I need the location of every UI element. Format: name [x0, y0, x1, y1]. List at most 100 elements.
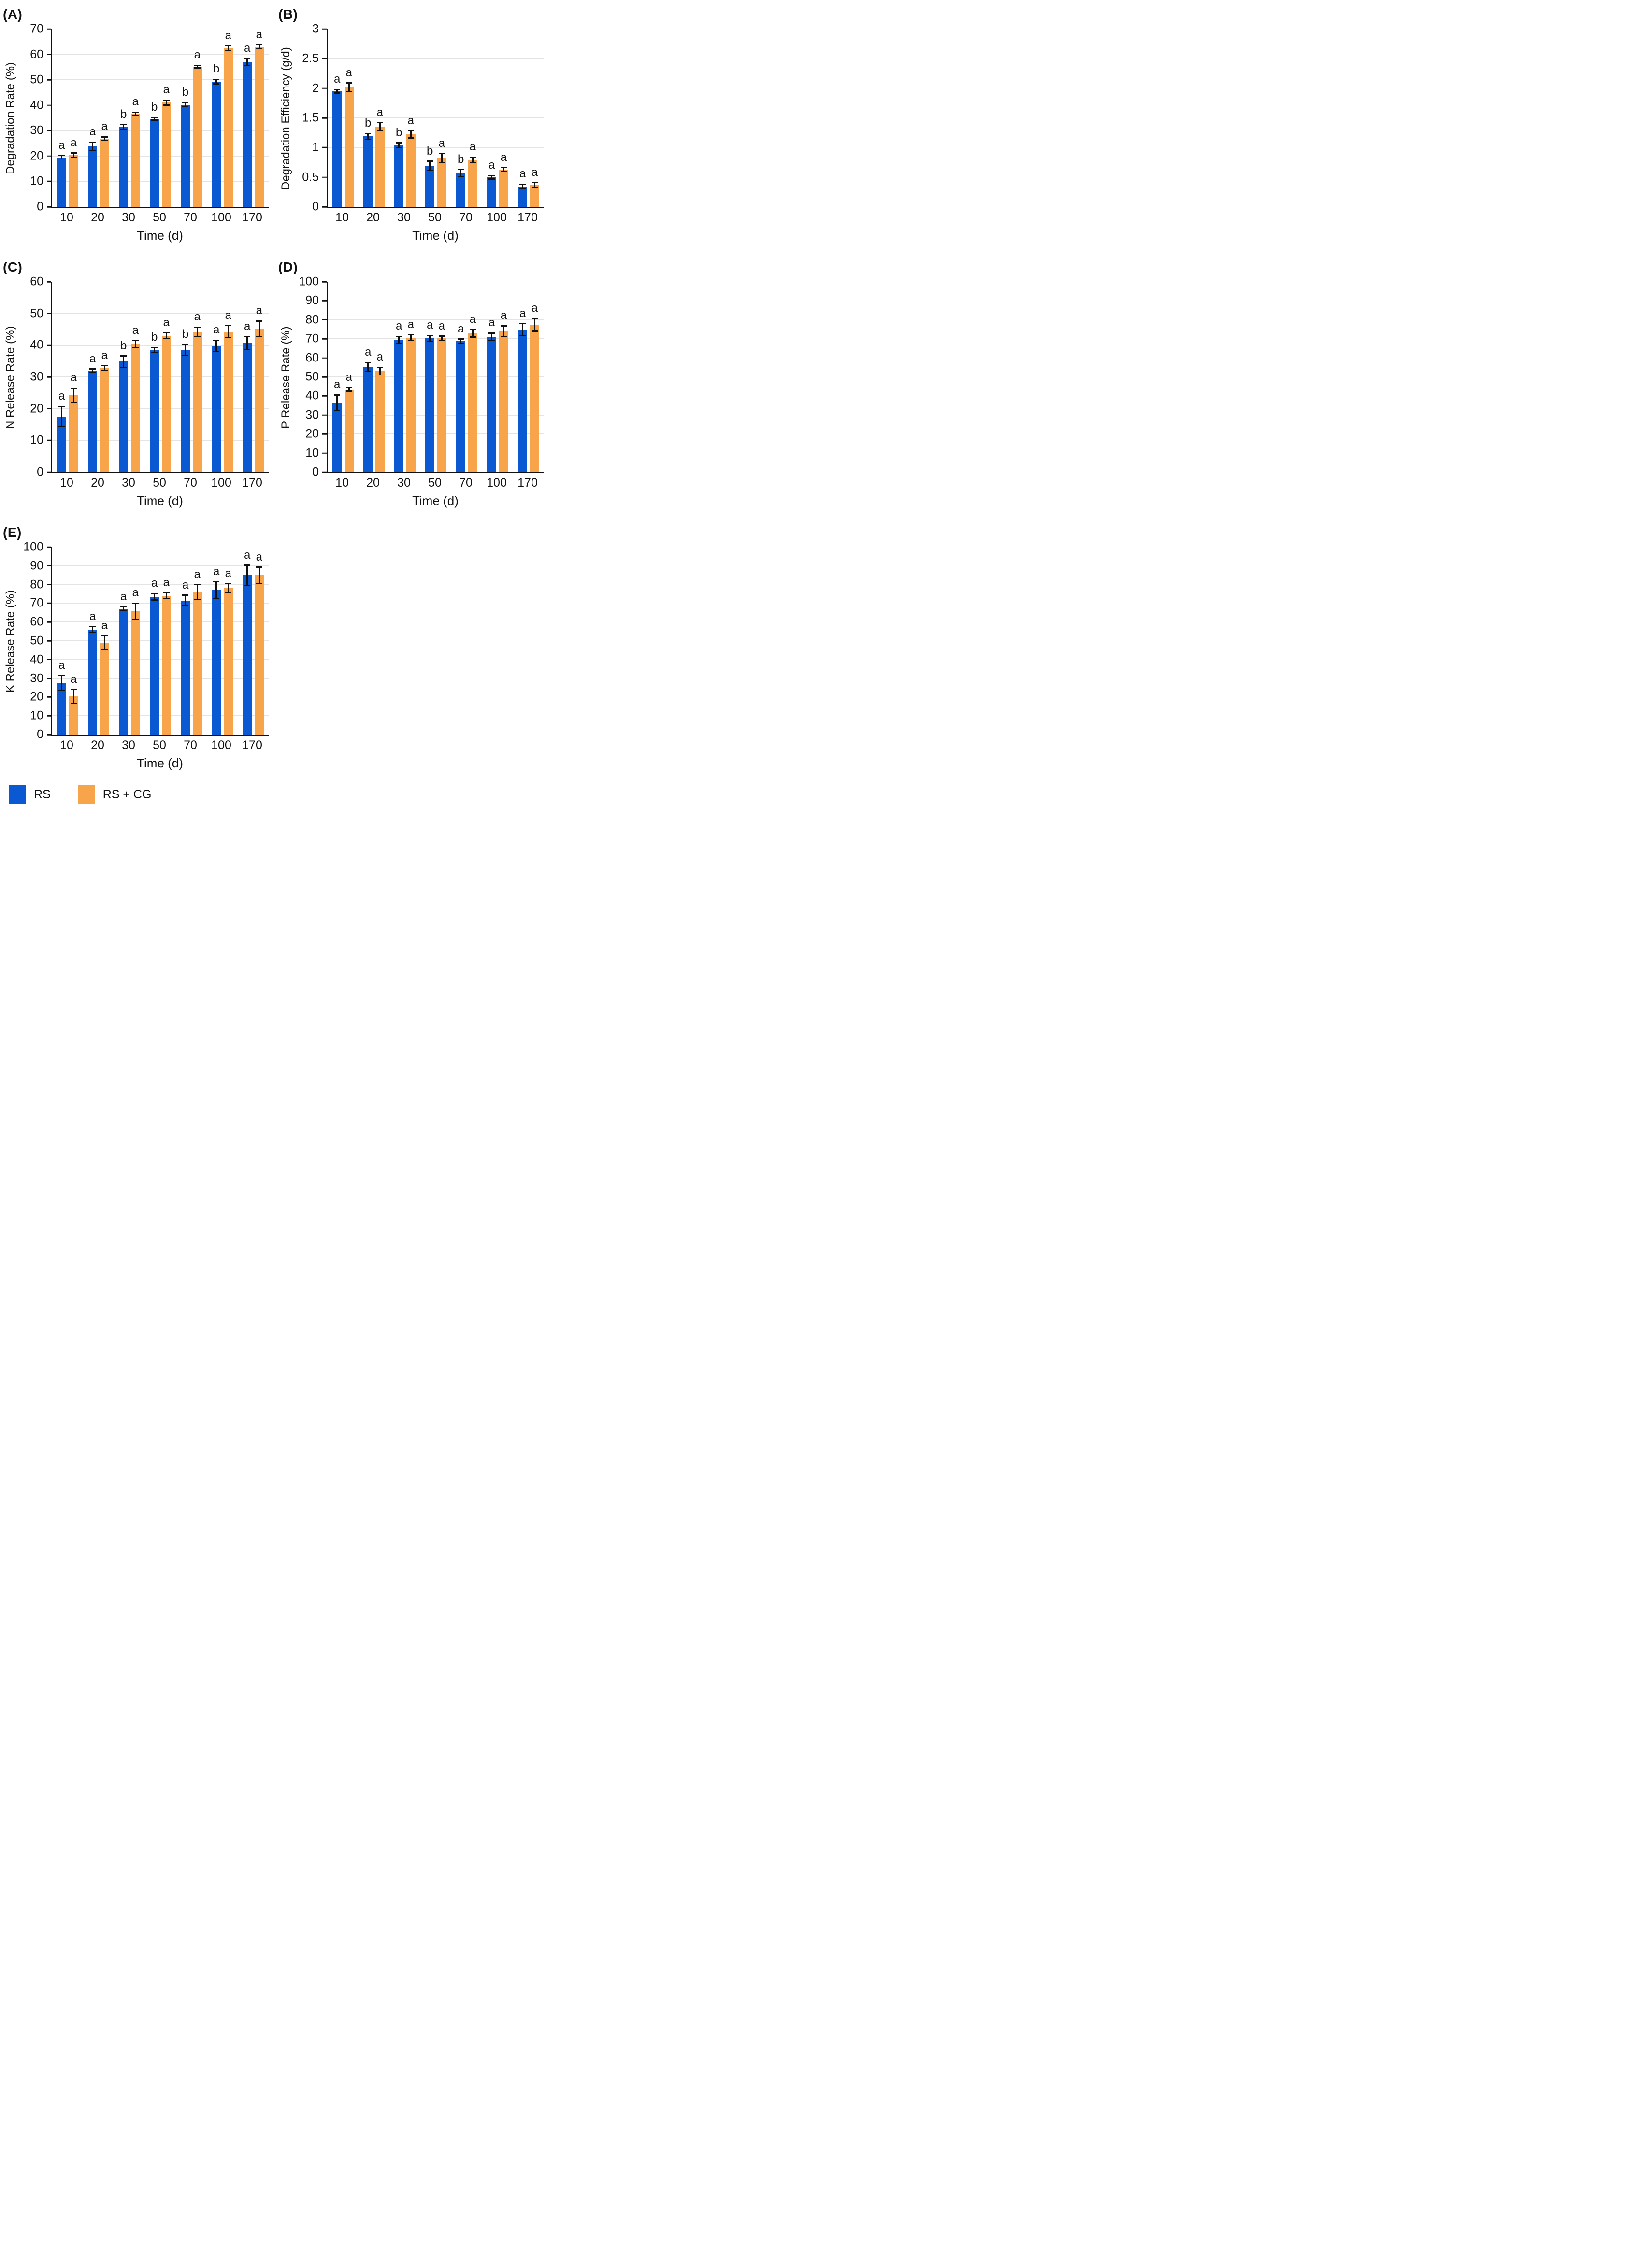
significance-letter: a	[244, 319, 251, 333]
bar-rs-cg	[345, 389, 354, 472]
significance-letter: a	[89, 609, 96, 623]
error-bar-cap	[256, 44, 262, 45]
error-bar-stem	[336, 89, 338, 93]
error-bar-cap	[213, 340, 220, 341]
bar-rs-cg	[406, 337, 416, 472]
error-bar-stem	[215, 581, 217, 599]
error-bar-cap	[244, 58, 251, 59]
error-bar-cap	[132, 347, 139, 348]
y-tick-mark	[47, 584, 51, 585]
y-tick-mark	[47, 603, 51, 604]
error-bar-cap	[488, 178, 495, 180]
error-bar-cap	[427, 160, 433, 162]
x-tick-label: 100	[211, 738, 231, 752]
error-bar-cap	[396, 335, 402, 337]
error-bar-stem	[123, 356, 124, 368]
significance-letter: a	[58, 658, 65, 672]
significance-letter: a	[70, 371, 77, 384]
error-bar-cap	[488, 174, 495, 176]
x-tick-label: 100	[211, 476, 231, 490]
bar-rs-cg	[224, 588, 233, 735]
bar-rs	[518, 330, 527, 472]
error-bar-stem	[185, 102, 186, 107]
gridline	[52, 659, 269, 660]
y-tick-label: 90	[30, 559, 43, 573]
x-axis-title: Time (d)	[137, 756, 183, 770]
bar-rs	[243, 343, 252, 472]
bar-rs	[150, 350, 159, 472]
significance-letter: b	[364, 116, 372, 130]
bar-rs	[57, 157, 66, 207]
error-bar-stem	[259, 44, 260, 49]
error-bar-cap	[396, 147, 402, 148]
error-bar-cap	[101, 365, 108, 367]
error-bar-cap	[438, 335, 445, 337]
y-tick-mark	[322, 117, 327, 119]
y-tick-mark	[47, 715, 51, 717]
x-tick-label: 20	[91, 476, 104, 490]
bar-rs-cg	[69, 155, 78, 207]
error-bar-cap	[458, 176, 464, 177]
bar-rs-cg	[375, 371, 385, 472]
error-bar-cap	[70, 387, 77, 389]
significance-letter: a	[519, 306, 526, 320]
error-bar-stem	[398, 336, 400, 344]
significance-letter: a	[333, 72, 341, 86]
error-bar-cap	[70, 152, 77, 154]
legend-swatch-rs	[9, 785, 26, 804]
y-tick-label: 90	[305, 293, 319, 307]
significance-letter: a	[488, 316, 495, 330]
bar-chart-n-release-rate: N Release Rate (%) 0 10 20 30 40 50 60 a a a a b a b a b…	[0, 275, 275, 508]
error-bar-cap	[488, 332, 495, 334]
y-tick-label: 50	[30, 306, 43, 320]
y-tick-mark	[322, 357, 327, 359]
error-bar-cap	[89, 371, 96, 373]
bar-rs-cg	[131, 344, 140, 472]
error-bar-cap	[120, 355, 127, 357]
bar-rs	[119, 127, 128, 207]
bar-rs	[456, 173, 465, 207]
error-bar-cap	[376, 374, 383, 376]
error-bar-stem	[348, 83, 350, 91]
error-bar-cap	[213, 581, 220, 583]
x-tick-labels: 10 20 30 50 70 100 170	[51, 473, 269, 491]
x-tick-label: 30	[122, 211, 135, 224]
gridline	[52, 584, 269, 585]
bar-rs-cg	[499, 169, 508, 207]
error-bar-stem	[73, 388, 74, 402]
error-bar-stem	[73, 689, 74, 704]
error-bar-stem	[61, 406, 62, 427]
y-tick-mark	[322, 395, 327, 397]
error-bar-cap	[396, 343, 402, 344]
x-tick-label: 10	[335, 476, 349, 490]
error-bar-stem	[367, 362, 369, 372]
significance-letter: a	[519, 167, 526, 181]
bar-rs	[394, 340, 403, 472]
x-tick-label: 10	[60, 476, 73, 490]
y-tick-label: 80	[305, 313, 319, 327]
significance-letter: b	[426, 144, 433, 158]
gridline	[328, 452, 544, 454]
y-tick-label: 40	[30, 338, 43, 352]
y-tick-mark	[47, 621, 51, 623]
x-axis-title: Time (d)	[412, 228, 459, 243]
error-bar-cap	[438, 162, 445, 164]
y-tick-mark	[47, 345, 51, 346]
gridline	[52, 376, 269, 377]
gridline	[328, 117, 544, 118]
error-bar-cap	[365, 138, 372, 140]
x-tick-label: 170	[242, 738, 262, 752]
y-tick-label: 70	[305, 332, 319, 346]
bar-rs-cg	[100, 138, 109, 207]
error-bar-cap	[120, 606, 127, 608]
error-bar-stem	[166, 100, 167, 105]
figure: (A) Degradation Rate (%) 0 10 20 30 40 50 60 70 a…	[0, 0, 551, 818]
panel-label-c: (C)	[3, 260, 23, 274]
gridline	[328, 395, 544, 397]
error-bar-cap	[213, 598, 220, 599]
y-tick-mark	[47, 28, 51, 30]
y-tick-label: 10	[30, 708, 43, 722]
bar-rs	[456, 341, 465, 472]
y-tick-label: 2.5	[302, 51, 319, 65]
error-bar-stem	[197, 584, 198, 600]
